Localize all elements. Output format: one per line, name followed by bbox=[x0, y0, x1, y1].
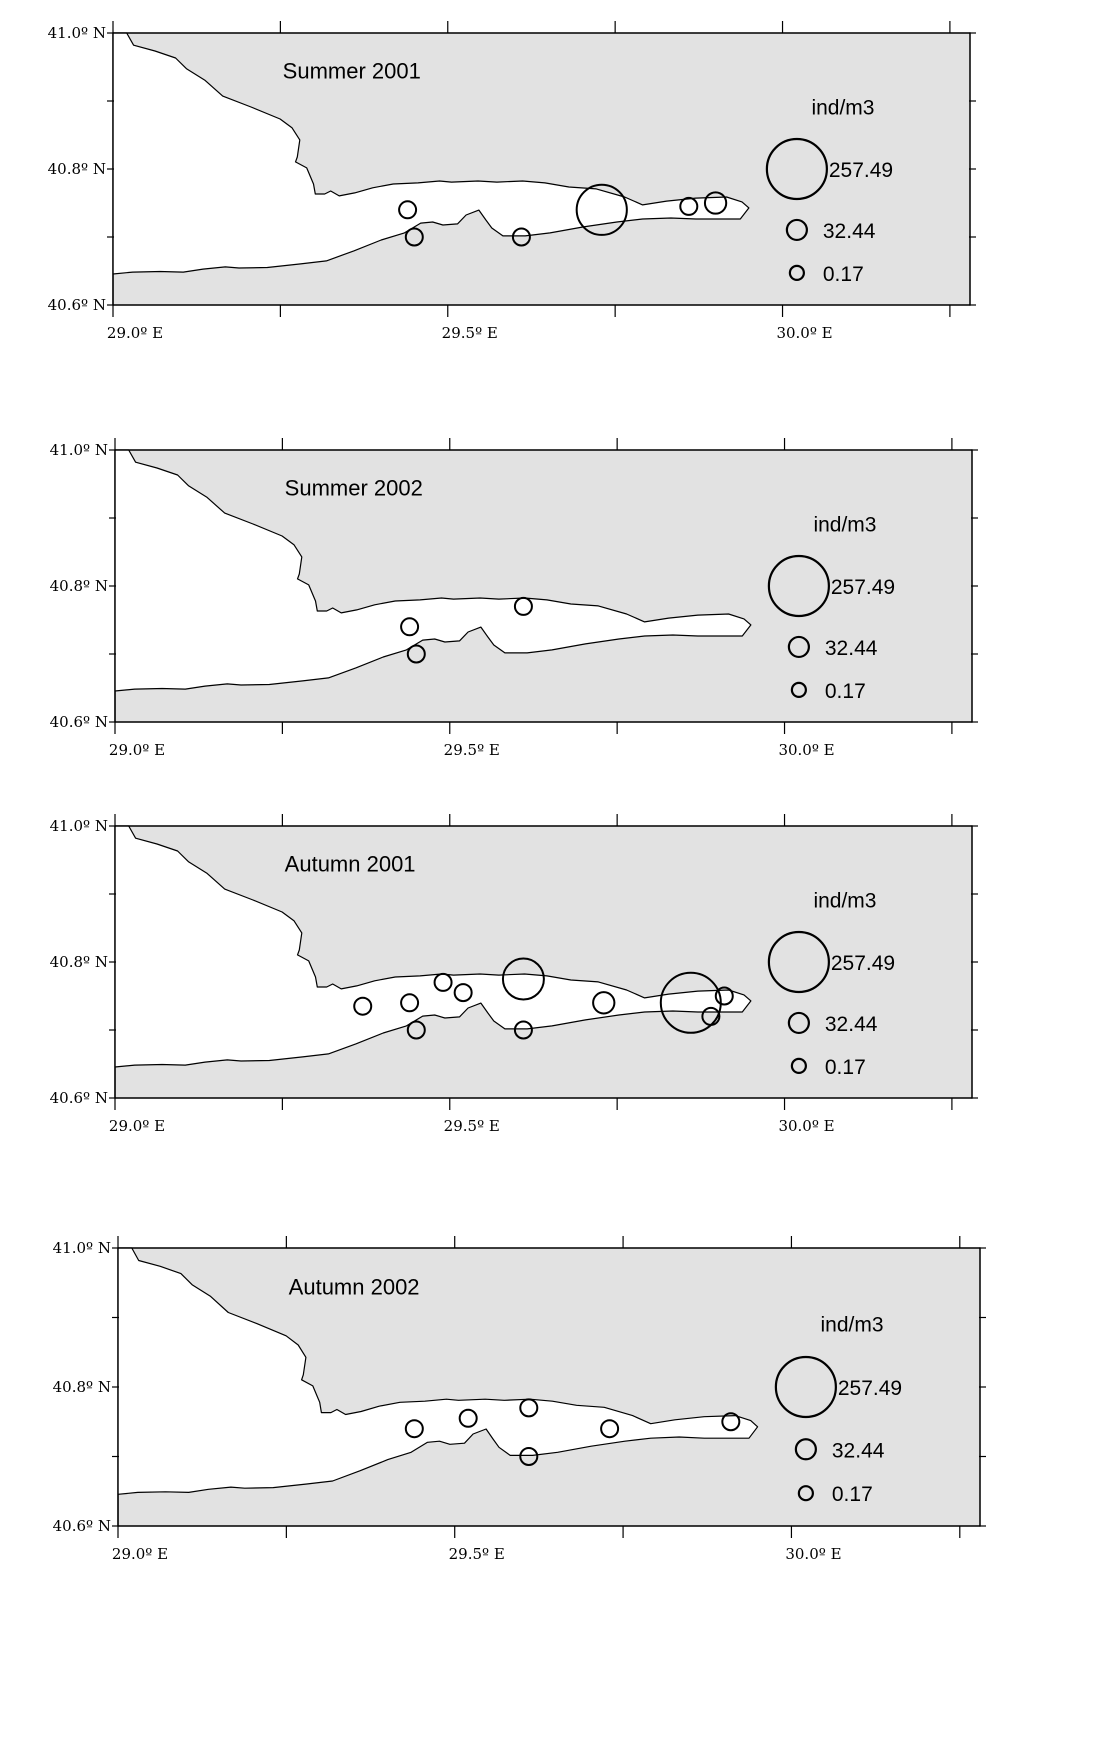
station-circle bbox=[400, 617, 420, 637]
station-circle bbox=[511, 227, 531, 247]
legend-label: 32.44 bbox=[832, 1439, 885, 1462]
legend-label: 32.44 bbox=[823, 220, 876, 243]
legend-circle bbox=[797, 1485, 814, 1502]
legend-label: 0.17 bbox=[825, 1056, 866, 1079]
y-tick-label: 40.6º N bbox=[50, 713, 108, 731]
legend-label: 257.49 bbox=[829, 159, 893, 182]
panel-title: Autumn 2001 bbox=[285, 852, 416, 877]
legend-circle bbox=[790, 1057, 807, 1075]
station-circle bbox=[353, 996, 373, 1016]
station-circle bbox=[575, 183, 628, 236]
legend-circle bbox=[790, 681, 807, 699]
panel-title: Summer 2001 bbox=[283, 59, 421, 84]
legend-label: 257.49 bbox=[831, 576, 895, 599]
x-tick-label: 29.5º E bbox=[444, 1117, 500, 1135]
legend-label: 0.17 bbox=[823, 263, 864, 286]
y-tick-label: 41.0º N bbox=[53, 1239, 111, 1257]
legend-circle bbox=[787, 635, 810, 659]
legend-label: 32.44 bbox=[825, 1013, 878, 1036]
station-circle bbox=[519, 1447, 539, 1466]
legend-circle bbox=[765, 137, 828, 201]
station-circle bbox=[501, 957, 545, 1001]
station-circle bbox=[400, 993, 420, 1013]
station-circle bbox=[701, 1006, 721, 1026]
station-circle bbox=[404, 1419, 424, 1439]
legend-circle bbox=[794, 1438, 817, 1461]
x-tick-label: 29.5º E bbox=[442, 324, 498, 342]
legend-circle bbox=[785, 218, 808, 242]
station-circle bbox=[714, 986, 734, 1006]
x-tick-label: 30.0º E bbox=[778, 741, 834, 759]
station-circle bbox=[703, 191, 728, 215]
station-circle bbox=[458, 1408, 478, 1428]
station-circle bbox=[406, 1020, 426, 1040]
station-circle bbox=[600, 1419, 620, 1439]
map-panel: 41.0º N 40.8º N 40.6º N29.0º E 29.5º E 30.0º… bbox=[48, 21, 976, 342]
legend-label: 257.49 bbox=[838, 1377, 902, 1400]
station-circle bbox=[721, 1412, 741, 1432]
x-tick-label: 29.0º E bbox=[107, 324, 163, 342]
legend-unit: ind/m3 bbox=[811, 97, 874, 120]
sea-area bbox=[114, 825, 752, 1099]
x-tick-label: 29.0º E bbox=[112, 1545, 168, 1563]
y-tick-label: 40.6º N bbox=[53, 1517, 111, 1535]
station-circle bbox=[453, 983, 473, 1003]
x-tick-label: 29.5º E bbox=[444, 741, 500, 759]
x-tick-label: 29.0º E bbox=[109, 741, 165, 759]
station-circle bbox=[406, 644, 426, 664]
legend-circle bbox=[767, 930, 830, 994]
legend-label: 0.17 bbox=[832, 1483, 873, 1506]
station-circle bbox=[679, 196, 699, 216]
legend-circle bbox=[774, 1355, 837, 1419]
x-tick-label: 30.0º E bbox=[778, 1117, 834, 1135]
legend-unit: ind/m3 bbox=[813, 514, 876, 537]
legend-label: 32.44 bbox=[825, 637, 878, 660]
station-circle bbox=[398, 200, 418, 220]
sea-area bbox=[114, 449, 752, 723]
y-tick-label: 40.6º N bbox=[50, 1089, 108, 1107]
legend-circle bbox=[787, 1011, 810, 1035]
x-tick-label: 30.0º E bbox=[785, 1545, 841, 1563]
map-panel: 41.0º N 40.8º N 40.6º N29.0º E 29.5º E 30.0º… bbox=[50, 438, 978, 759]
y-tick-label: 41.0º N bbox=[48, 24, 106, 42]
sea-area bbox=[112, 32, 750, 306]
y-tick-label: 40.6º N bbox=[48, 296, 106, 314]
x-tick-label: 29.0º E bbox=[109, 1117, 165, 1135]
y-tick-label: 41.0º N bbox=[50, 817, 108, 835]
station-circle bbox=[592, 991, 616, 1015]
map-panel: 41.0º N 40.8º N 40.6º N29.0º E 29.5º E 30.0º… bbox=[50, 814, 978, 1135]
y-tick-label: 40.8º N bbox=[53, 1378, 111, 1396]
legend-unit: ind/m3 bbox=[821, 1313, 884, 1336]
station-circle bbox=[404, 227, 424, 247]
station-circle bbox=[513, 1020, 533, 1040]
station-circle bbox=[513, 596, 533, 616]
map-panel: 41.0º N 40.8º N 40.6º N29.0º E 29.5º E 30.0º… bbox=[53, 1236, 986, 1563]
panel-title: Autumn 2002 bbox=[289, 1275, 420, 1300]
x-tick-label: 30.0º E bbox=[776, 324, 832, 342]
station-circle bbox=[519, 1398, 539, 1418]
panel-title: Summer 2002 bbox=[285, 476, 423, 501]
legend-circle bbox=[767, 554, 830, 618]
y-tick-label: 40.8º N bbox=[48, 160, 106, 178]
legend-circle bbox=[788, 264, 805, 282]
legend-label: 257.49 bbox=[831, 952, 895, 975]
legend-unit: ind/m3 bbox=[813, 890, 876, 913]
x-tick-label: 29.5º E bbox=[449, 1545, 505, 1563]
y-tick-label: 41.0º N bbox=[50, 441, 108, 459]
y-tick-label: 40.8º N bbox=[50, 953, 108, 971]
y-tick-label: 40.8º N bbox=[50, 577, 108, 595]
legend-label: 0.17 bbox=[825, 680, 866, 703]
station-circle bbox=[433, 972, 453, 992]
